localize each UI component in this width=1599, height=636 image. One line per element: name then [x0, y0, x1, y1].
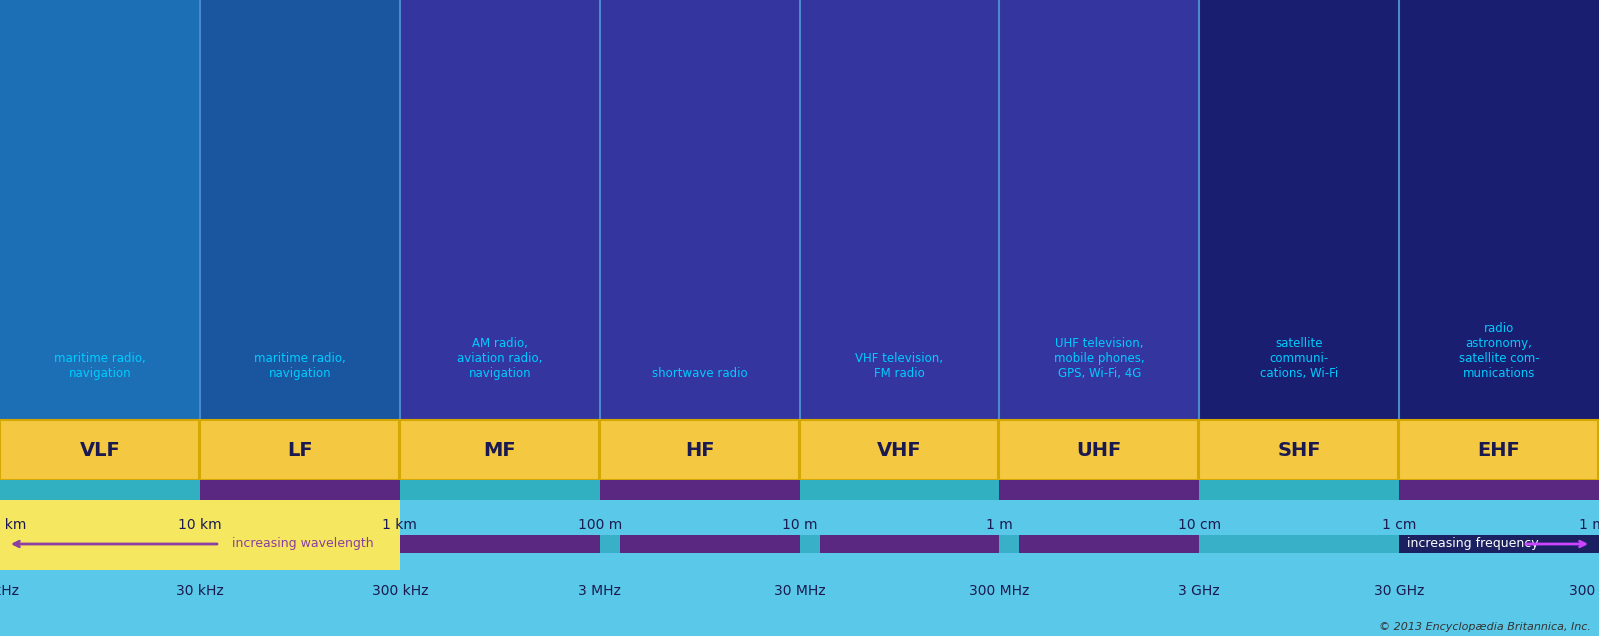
- Text: 300 GHz: 300 GHz: [1570, 584, 1599, 598]
- Bar: [800, 535, 820, 553]
- Bar: [400, 480, 600, 500]
- Bar: [1399, 535, 1599, 553]
- Text: 300 MHz: 300 MHz: [969, 584, 1030, 598]
- Text: 10 cm: 10 cm: [1178, 518, 1220, 532]
- Text: 1 m: 1 m: [987, 518, 1012, 532]
- Text: 10 m: 10 m: [782, 518, 817, 532]
- Bar: [1199, 535, 1399, 553]
- Text: VHF television,
FM radio: VHF television, FM radio: [855, 352, 943, 380]
- Bar: [0, 0, 200, 420]
- Bar: [1020, 535, 1199, 553]
- Text: 10 km: 10 km: [177, 518, 222, 532]
- Bar: [1199, 0, 1399, 420]
- Bar: [600, 0, 800, 420]
- Bar: [0, 615, 1599, 636]
- Text: UHF television,
mobile phones,
GPS, Wi-Fi, 4G: UHF television, mobile phones, GPS, Wi-F…: [1054, 337, 1145, 380]
- Bar: [600, 420, 798, 480]
- Bar: [1399, 480, 1599, 500]
- Text: increasing wavelength: increasing wavelength: [232, 537, 374, 551]
- Bar: [800, 0, 999, 420]
- Bar: [200, 0, 400, 420]
- Text: 100 km: 100 km: [0, 518, 26, 532]
- Bar: [800, 480, 999, 500]
- Text: increasing frequency: increasing frequency: [1407, 537, 1538, 551]
- Bar: [400, 0, 600, 420]
- Bar: [1399, 0, 1599, 420]
- Text: 300 kHz: 300 kHz: [371, 584, 429, 598]
- Bar: [1399, 420, 1597, 480]
- Text: LF: LF: [286, 441, 313, 459]
- Text: 30 GHz: 30 GHz: [1374, 584, 1425, 598]
- Bar: [0, 420, 198, 480]
- Bar: [800, 420, 998, 480]
- Bar: [200, 480, 400, 500]
- Text: AM radio,
aviation radio,
navigation: AM radio, aviation radio, navigation: [457, 337, 542, 380]
- Bar: [600, 535, 620, 553]
- Bar: [0, 480, 200, 500]
- Bar: [400, 420, 598, 480]
- Bar: [999, 535, 1020, 553]
- Text: maritime radio,
navigation: maritime radio, navigation: [254, 352, 345, 380]
- Bar: [1199, 420, 1398, 480]
- Text: SHF: SHF: [1278, 441, 1321, 459]
- Bar: [0, 570, 1599, 615]
- Text: 1 km: 1 km: [382, 518, 417, 532]
- Text: HF: HF: [684, 441, 715, 459]
- Text: maritime radio,
navigation: maritime radio, navigation: [54, 352, 146, 380]
- Text: MF: MF: [483, 441, 516, 459]
- Bar: [999, 0, 1199, 420]
- Text: EHF: EHF: [1477, 441, 1521, 459]
- Text: radio
astronomy,
satellite com-
munications: radio astronomy, satellite com- municati…: [1458, 322, 1540, 380]
- Bar: [820, 535, 999, 553]
- Bar: [400, 500, 1599, 570]
- Text: 1 cm: 1 cm: [1382, 518, 1417, 532]
- Bar: [999, 420, 1198, 480]
- Text: satellite
communi-
cations, Wi-Fi: satellite communi- cations, Wi-Fi: [1260, 337, 1338, 380]
- Text: 30 kHz: 30 kHz: [176, 584, 224, 598]
- Text: VLF: VLF: [80, 441, 120, 459]
- Bar: [620, 535, 800, 553]
- Text: 100 m: 100 m: [577, 518, 622, 532]
- Text: © 2013 Encyclopædia Britannica, Inc.: © 2013 Encyclopædia Britannica, Inc.: [1378, 622, 1591, 632]
- Text: 3 kHz: 3 kHz: [0, 584, 19, 598]
- Text: 30 MHz: 30 MHz: [774, 584, 825, 598]
- Bar: [1199, 480, 1399, 500]
- Text: shortwave radio: shortwave radio: [652, 367, 747, 380]
- Bar: [600, 480, 800, 500]
- Text: 3 GHz: 3 GHz: [1178, 584, 1220, 598]
- Text: 1 mm: 1 mm: [1578, 518, 1599, 532]
- Text: UHF: UHF: [1076, 441, 1122, 459]
- Bar: [0, 535, 400, 553]
- Bar: [0, 500, 400, 570]
- Bar: [200, 420, 398, 480]
- Text: 3 MHz: 3 MHz: [579, 584, 620, 598]
- Bar: [400, 535, 600, 553]
- Bar: [999, 480, 1199, 500]
- Text: VHF: VHF: [878, 441, 921, 459]
